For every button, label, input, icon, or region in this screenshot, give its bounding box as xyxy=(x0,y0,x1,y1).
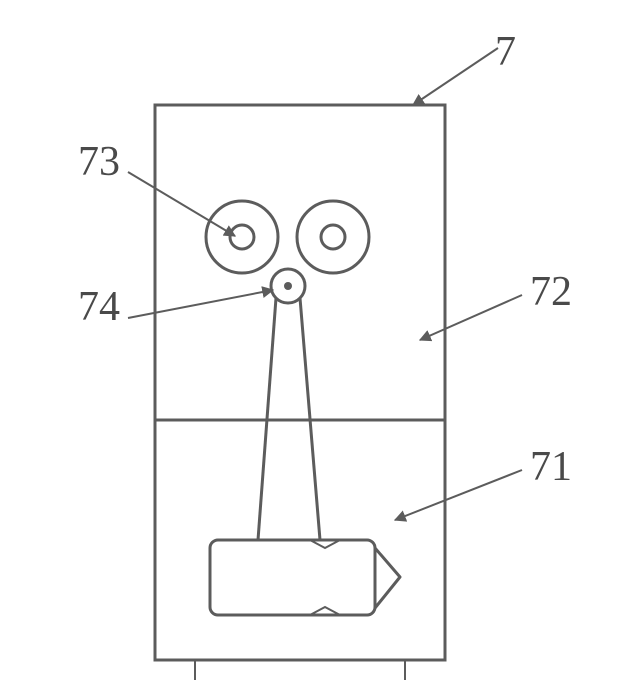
label-71: 71 xyxy=(530,444,572,490)
middle-roller-dot xyxy=(284,282,292,290)
label-7: 7 xyxy=(495,29,516,75)
outer-box xyxy=(155,105,445,660)
lower-body xyxy=(210,540,375,615)
left-roller-outer xyxy=(206,201,278,273)
right-roller-outer xyxy=(297,201,369,273)
leader-73 xyxy=(128,172,235,236)
leader-74 xyxy=(128,290,273,318)
leader-71 xyxy=(395,470,522,520)
lower-tip xyxy=(375,548,400,608)
leader-72 xyxy=(420,295,522,340)
left-roller-inner xyxy=(230,225,254,249)
right-roller-inner xyxy=(321,225,345,249)
label-73: 73 xyxy=(78,139,120,185)
leader-7 xyxy=(413,48,498,105)
label-74: 74 xyxy=(78,284,120,330)
label-72: 72 xyxy=(530,269,572,315)
